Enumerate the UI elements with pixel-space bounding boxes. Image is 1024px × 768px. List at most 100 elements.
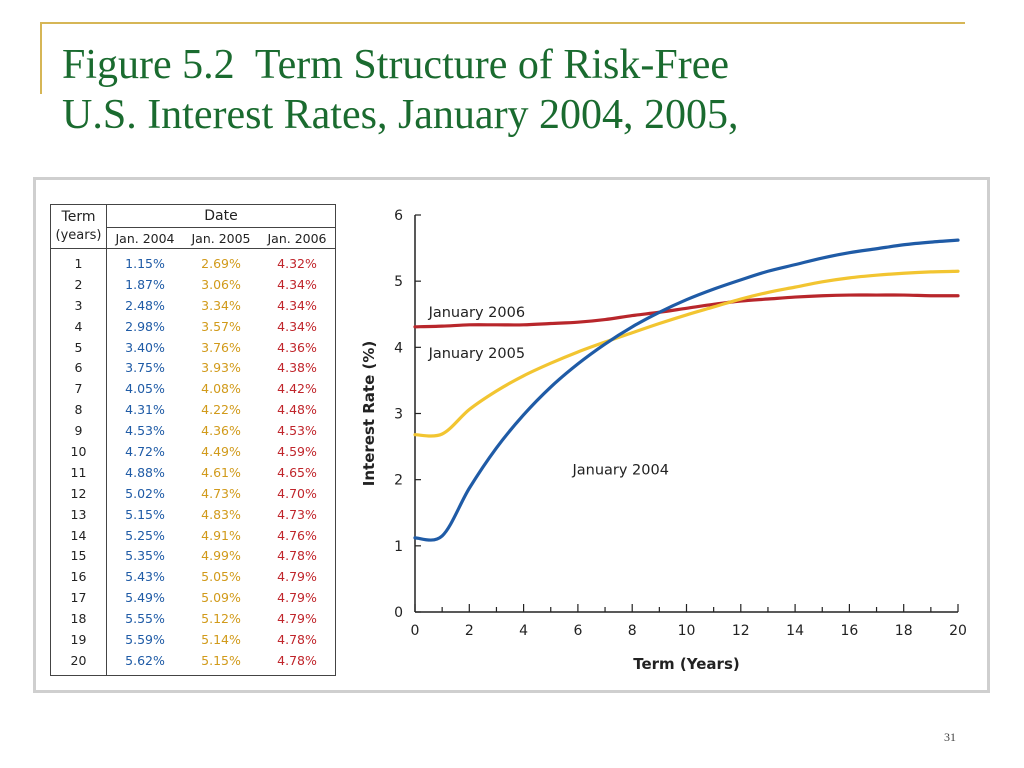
table-header-jan-2004: Jan. 2004 [106, 227, 183, 249]
rate-2005-cell: 4.08% [201, 381, 241, 397]
rate-2004-cell: 2.98% [125, 318, 165, 334]
rate-2005-cell: 4.73% [201, 485, 241, 501]
table-header-term: Term (years) [50, 204, 107, 249]
term-cell: 2 [50, 273, 107, 295]
page-number: 31 [944, 730, 956, 744]
x-tick-label: 16 [840, 623, 858, 639]
term-cell: 7 [50, 378, 107, 400]
table-header-jan-2005: Jan. 2005 [183, 227, 259, 249]
rate-2004-cell: 5.25% [125, 527, 165, 543]
term-cell: 17 [50, 587, 107, 609]
y-tick-label: 0 [394, 605, 403, 621]
years-label: (years) [55, 228, 102, 243]
rate-2004-cell: 5.43% [125, 569, 165, 585]
rate-2005-cell: 4.83% [201, 506, 241, 522]
rate-2006-cell: 4.78% [277, 652, 317, 668]
slide-title-line-1: Figure 5.2 Term Structure of Risk-Free [62, 42, 729, 88]
rate-2005-cell: 2.69% [201, 255, 241, 271]
rate-2004-cell: 5.55% [125, 611, 165, 627]
table-row: 16 5.43% 5.05% 4.79% [50, 566, 336, 588]
table-row: 1 1.15% 2.69% 4.32% [50, 248, 336, 274]
rate-2006-cell: 4.53% [277, 423, 317, 439]
table-row: 12 5.02% 4.73% 4.70% [50, 482, 336, 504]
x-tick-label: 12 [732, 623, 750, 639]
rate-2005-cell: 5.09% [201, 590, 241, 606]
term-cell: 19 [50, 629, 107, 650]
rate-2006-cell: 4.38% [277, 360, 317, 376]
table-row: 3 2.48% 3.34% 4.34% [50, 294, 336, 316]
rate-2004-cell: 1.15% [125, 255, 165, 271]
table-row: 6 3.75% 3.93% 4.38% [50, 357, 336, 379]
table-row: 9 4.53% 4.36% 4.53% [50, 420, 336, 442]
x-tick-label: 2 [465, 623, 474, 639]
rate-2004-cell: 4.53% [125, 423, 165, 439]
term-cell: 11 [50, 461, 107, 483]
term-label: Term [61, 209, 96, 225]
x-axis-label: Term (Years) [633, 655, 739, 673]
table-row: 11 4.88% 4.61% 4.65% [50, 461, 336, 483]
rate-2006-cell: 4.34% [277, 318, 317, 334]
rate-2004-cell: 2.48% [125, 297, 165, 313]
rate-2005-cell: 4.36% [201, 423, 241, 439]
slide-title-line-2: U.S. Interest Rates, January 2004, 2005, [62, 92, 739, 138]
table-row: 15 5.35% 4.99% 4.78% [50, 545, 336, 567]
rate-2005-cell: 5.05% [201, 569, 241, 585]
y-tick-label: 5 [394, 274, 403, 290]
table-row: 14 5.25% 4.91% 4.76% [50, 524, 336, 546]
rate-2004-cell: 4.05% [125, 381, 165, 397]
term-cell: 14 [50, 524, 107, 546]
rate-2004-cell: 5.62% [125, 652, 165, 668]
y-tick-label: 4 [394, 340, 403, 356]
rate-2006-cell: 4.73% [277, 506, 317, 522]
rate-2004-cell: 1.87% [125, 276, 165, 292]
rate-2005-cell: 5.15% [201, 652, 241, 668]
table-row: 7 4.05% 4.08% 4.42% [50, 378, 336, 400]
rate-2005-cell: 3.76% [201, 339, 241, 355]
rate-2004-cell: 5.15% [125, 506, 165, 522]
table-row: 4 2.98% 3.57% 4.34% [50, 315, 336, 337]
rate-2005-cell: 4.61% [201, 464, 241, 480]
rate-2006-cell: 4.79% [277, 590, 317, 606]
term-cell: 1 [50, 248, 107, 274]
y-axis-label: Interest Rate (%) [360, 341, 378, 486]
rate-2006-cell: 4.42% [277, 381, 317, 397]
table-row: 18 5.55% 5.12% 4.79% [50, 608, 336, 630]
x-tick-label: 0 [411, 623, 420, 639]
rate-2005-cell: 5.12% [201, 611, 241, 627]
rates-table: Term (years) Date Jan. 2004 Jan. 2005 Ja… [50, 204, 336, 676]
table-header-date: Date [106, 204, 336, 228]
title-accent-bar [40, 22, 42, 94]
rate-2004-cell: 3.40% [125, 339, 165, 355]
rate-2004-cell: 3.75% [125, 360, 165, 376]
x-tick-label: 14 [786, 623, 804, 639]
rate-2005-cell: 4.99% [201, 548, 241, 564]
table-row: 19 5.59% 5.14% 4.78% [50, 629, 336, 650]
series-label-january-2005: January 2005 [428, 346, 525, 362]
term-cell: 15 [50, 545, 107, 567]
figure-frame [33, 177, 990, 693]
title-accent-line [40, 22, 965, 24]
term-cell: 3 [50, 294, 107, 316]
series-line-january-2004 [413, 238, 960, 542]
term-cell: 4 [50, 315, 107, 337]
slide-title: Figure 5.2 Term Structure of Risk-Free U… [62, 40, 739, 140]
rate-2004-cell: 4.31% [125, 402, 165, 418]
rate-2004-cell: 5.02% [125, 485, 165, 501]
term-cell: 16 [50, 566, 107, 588]
term-cell: 18 [50, 608, 107, 630]
table-row: 20 5.62% 5.15% 4.78% [50, 649, 336, 676]
term-cell: 10 [50, 441, 107, 462]
table-row: 13 5.15% 4.83% 4.73% [50, 503, 336, 525]
series-line-january-2005 [413, 269, 960, 438]
rate-2004-cell: 5.49% [125, 590, 165, 606]
x-tick-label: 10 [678, 623, 696, 639]
rate-2004-cell: 4.88% [125, 464, 165, 480]
rate-2006-cell: 4.78% [277, 631, 317, 647]
term-cell: 5 [50, 336, 107, 358]
term-cell: 9 [50, 420, 107, 442]
series-label-january-2006: January 2006 [428, 305, 525, 321]
y-tick-label: 1 [394, 539, 403, 555]
term-cell: 13 [50, 503, 107, 525]
rate-2006-cell: 4.34% [277, 297, 317, 313]
